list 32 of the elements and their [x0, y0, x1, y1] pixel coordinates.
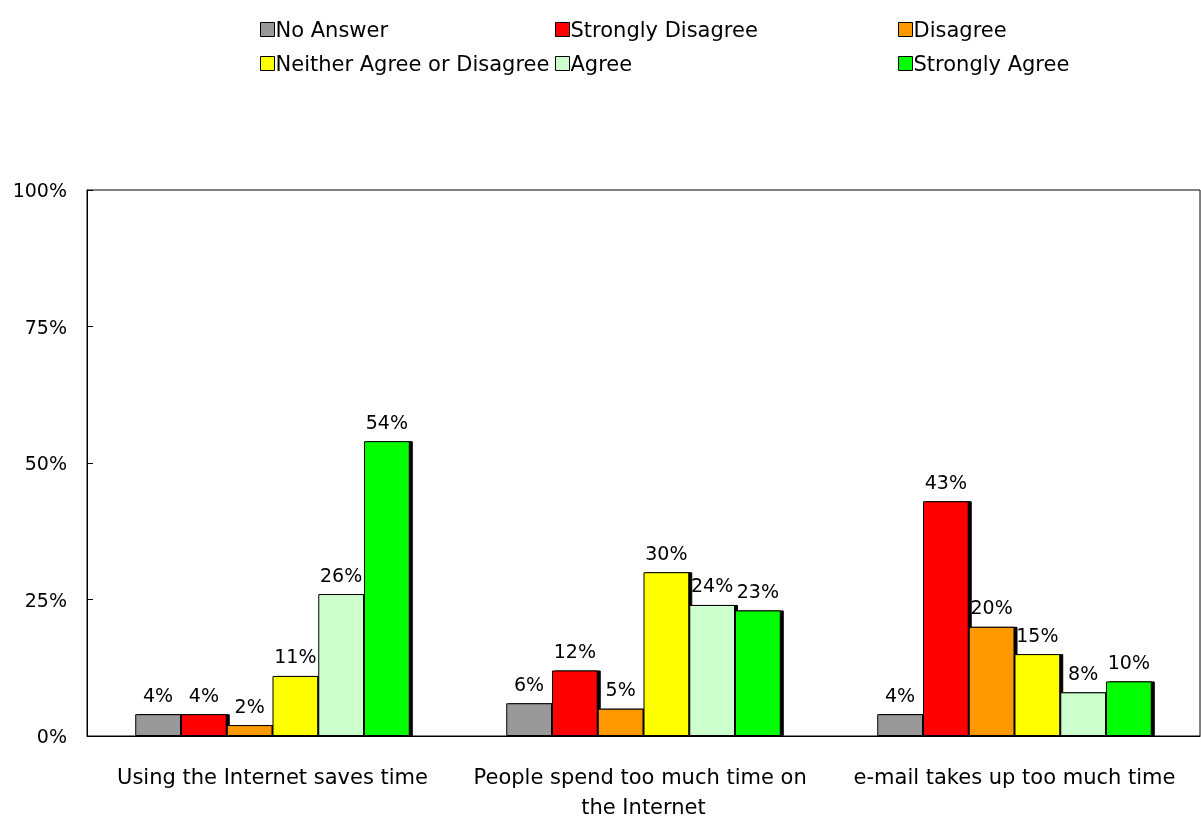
legend-label: No Answer — [275, 17, 389, 42]
data-label: 54% — [365, 410, 409, 433]
y-tick-label: 100% — [12, 179, 67, 201]
data-label: 2% — [234, 694, 265, 717]
data-label: 4% — [188, 683, 219, 706]
data-label: 11% — [274, 645, 317, 668]
y-tick-label: 50% — [24, 452, 67, 474]
x-tick-label: People spend too much time on the Internet — [473, 765, 814, 819]
data-label: 26% — [320, 563, 363, 586]
data-label: 24% — [691, 574, 734, 597]
data-label: 10% — [1107, 650, 1151, 673]
legend-label: Strongly Disagree — [570, 17, 758, 42]
legend-label: Strongly Agree — [913, 51, 1070, 76]
data-label: 6% — [514, 672, 545, 695]
x-tick-label: e-mail takes up too much time — [853, 765, 1176, 789]
data-label: 43% — [924, 470, 967, 493]
x-tick-label: Using the Internet saves time — [117, 765, 428, 789]
data-label: 23% — [736, 579, 780, 602]
data-label: 4% — [885, 683, 916, 706]
data-label: 5% — [605, 678, 636, 701]
data-label: 30% — [645, 541, 688, 564]
y-tick-label: 75% — [24, 315, 67, 338]
y-tick-label: 0% — [36, 725, 67, 747]
data-label: 12% — [553, 639, 596, 662]
data-label: 8% — [1068, 661, 1099, 684]
data-label: 4% — [143, 683, 174, 706]
data-label: 15% — [1016, 623, 1059, 646]
y-tick-label: 25% — [24, 588, 67, 611]
legend-label: Agree — [570, 51, 633, 76]
legend-label: Disagree — [913, 17, 1007, 42]
data-label: 20% — [970, 596, 1013, 619]
legend-label: Neither Agree or Disagree — [275, 51, 550, 76]
